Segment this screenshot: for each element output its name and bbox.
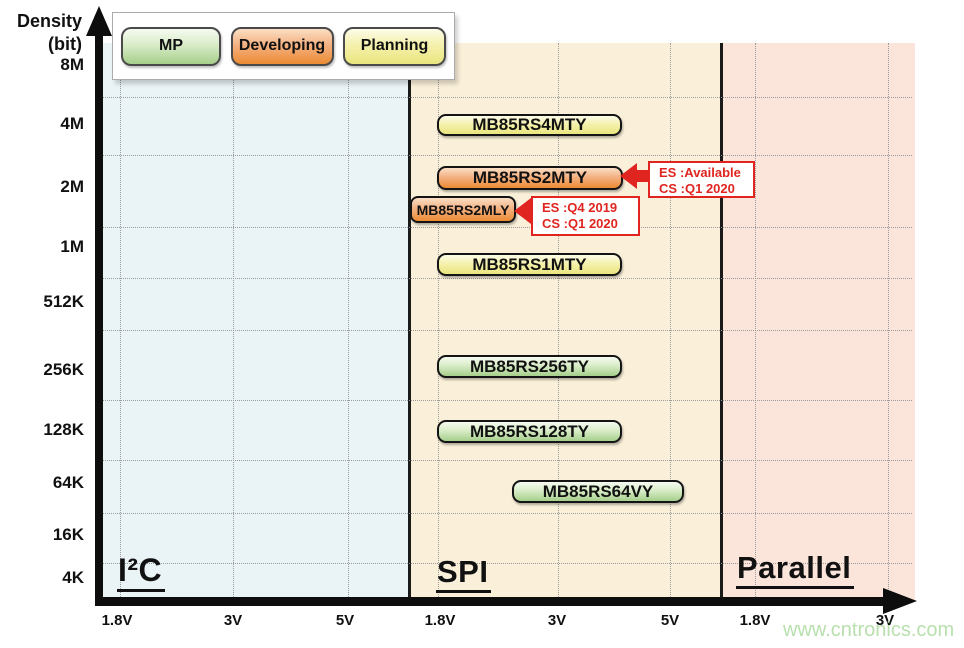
region-i2c [103, 43, 408, 601]
y-axis-title: Density (bit) [6, 10, 82, 55]
x-tick-parallel-1v8: 1.8V [739, 612, 771, 629]
legend-item-planning: Planning [343, 26, 446, 66]
arrow-head [514, 198, 531, 224]
callout-rs2mly: ES :Q4 2019 CS :Q1 2020 [531, 196, 640, 236]
product-mb85rs4mty: MB85RS4MTY [437, 114, 622, 136]
product-mb85rs128ty: MB85RS128TY [437, 420, 622, 443]
y-axis-title-line1: Density [16, 11, 82, 31]
gridline-vertical [755, 43, 756, 601]
product-mb85rs64vy: MB85RS64VY [512, 480, 684, 503]
callout-line1: ES :Available [659, 165, 741, 180]
x-tick-i2c-5v: 5V [335, 612, 355, 629]
y-axis-title-line2: (bit) [48, 33, 82, 54]
x-axis-line [95, 597, 885, 606]
gridline-vertical [670, 43, 671, 601]
callout-line2: CS :Q1 2020 [659, 181, 735, 196]
callout-rs2mty: ES :Available CS :Q1 2020 [648, 161, 755, 198]
y-tick-256k: 256K [43, 360, 84, 379]
legend-item-mp: MP [121, 26, 221, 66]
gridline-horizontal [103, 227, 912, 228]
x-tick-spi-5v: 5V [660, 612, 680, 629]
arrow-shaft [637, 170, 650, 182]
gridline-vertical [888, 43, 889, 601]
gridline-horizontal [103, 330, 912, 331]
region-label-spi: SPI [436, 555, 492, 593]
x-tick-spi-1v8: 1.8V [424, 612, 456, 629]
gridline-vertical [348, 43, 349, 601]
y-tick-2m: 2M [60, 177, 84, 196]
y-tick-4m: 4M [60, 114, 84, 133]
callout-line1: ES :Q4 2019 [542, 200, 618, 215]
product-mb85rs2mly: MB85RS2MLY [410, 196, 516, 223]
y-tick-4k: 4K [62, 568, 84, 587]
callout-arrow-icon-rs2mty [620, 163, 650, 189]
x-tick-spi-3v: 3V [547, 612, 567, 629]
legend-item-developing: Developing [230, 26, 334, 66]
y-axis-line [95, 30, 103, 606]
gridline-horizontal [103, 278, 912, 279]
region-label-i2c: I²C [117, 553, 166, 592]
x-tick-parallel-3v: 3V [875, 612, 895, 629]
y-tick-1m: 1M [60, 237, 84, 256]
region-parallel [720, 43, 915, 601]
y-tick-64k: 64K [52, 473, 84, 492]
gridline-horizontal [103, 460, 912, 461]
callout-line2: CS :Q1 2020 [542, 216, 618, 231]
x-axis-arrow-icon [883, 588, 917, 614]
watermark: www.cntronics.com [783, 619, 955, 641]
gridline-vertical [558, 43, 559, 601]
region-label-parallel: Parallel [736, 551, 855, 589]
y-tick-128k: 128K [43, 420, 84, 439]
gridline-vertical [233, 43, 234, 601]
product-mb85rs256ty: MB85RS256TY [437, 355, 622, 378]
gridline-vertical [438, 43, 439, 601]
gridline-horizontal [103, 563, 912, 564]
gridline-horizontal [103, 513, 912, 514]
y-tick-512k: 512K [43, 292, 84, 311]
product-mb85rs2mty: MB85RS2MTY [437, 166, 623, 190]
x-tick-i2c-3v: 3V [223, 612, 243, 629]
gridline-horizontal [103, 400, 912, 401]
gridline-horizontal [103, 97, 912, 98]
gridline-horizontal [103, 155, 912, 156]
product-mb85rs1mty: MB85RS1MTY [437, 253, 622, 276]
y-axis-arrow-icon [86, 6, 112, 36]
y-tick-8m: 8M [60, 55, 84, 74]
y-tick-16k: 16K [52, 525, 84, 544]
gridline-vertical [120, 43, 121, 601]
arrow-head [620, 163, 637, 189]
x-tick-i2c-1v8: 1.8V [101, 612, 133, 629]
legend: MP Developing Planning [112, 12, 455, 80]
